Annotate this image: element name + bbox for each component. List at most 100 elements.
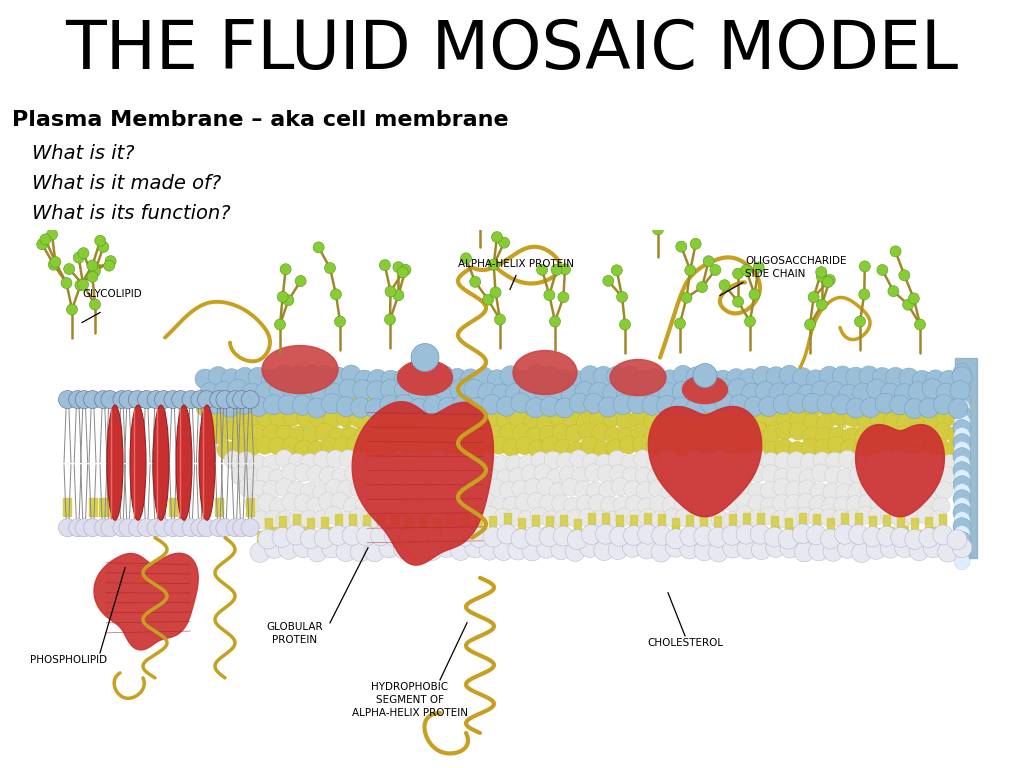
Bar <box>480 387 487 399</box>
Text: ALPHA-HELIX PROTEIN: ALPHA-HELIX PROTEIN <box>458 260 574 270</box>
Circle shape <box>48 259 59 270</box>
Circle shape <box>947 426 965 444</box>
Circle shape <box>658 382 678 402</box>
Bar <box>588 514 595 525</box>
Circle shape <box>308 441 326 458</box>
Circle shape <box>275 450 293 468</box>
Circle shape <box>497 524 517 544</box>
Circle shape <box>616 412 635 430</box>
Circle shape <box>300 529 321 549</box>
Circle shape <box>798 480 816 498</box>
Circle shape <box>846 367 865 387</box>
Bar <box>742 513 750 524</box>
Circle shape <box>699 510 717 528</box>
Circle shape <box>616 384 637 404</box>
Circle shape <box>723 494 741 511</box>
Circle shape <box>864 454 883 472</box>
Circle shape <box>232 391 251 409</box>
Circle shape <box>891 528 910 548</box>
Circle shape <box>631 424 649 442</box>
Bar <box>785 386 793 397</box>
Circle shape <box>579 422 597 441</box>
Circle shape <box>877 264 888 276</box>
Circle shape <box>939 394 957 412</box>
Bar <box>614 528 622 539</box>
Circle shape <box>684 440 702 458</box>
Circle shape <box>256 382 275 402</box>
Circle shape <box>393 539 414 559</box>
Bar <box>587 386 594 398</box>
Bar <box>414 389 421 400</box>
Circle shape <box>417 495 435 514</box>
Circle shape <box>577 413 595 431</box>
Circle shape <box>671 397 691 417</box>
Circle shape <box>421 369 440 389</box>
Bar <box>560 389 567 402</box>
Bar <box>234 399 242 411</box>
Circle shape <box>381 379 400 399</box>
Bar <box>930 527 937 538</box>
Circle shape <box>471 465 488 482</box>
Circle shape <box>621 455 639 472</box>
Bar <box>812 390 819 402</box>
Circle shape <box>78 279 89 290</box>
Circle shape <box>67 304 78 315</box>
Circle shape <box>101 518 119 537</box>
Circle shape <box>461 369 480 389</box>
Circle shape <box>331 289 341 300</box>
Circle shape <box>685 265 695 276</box>
Circle shape <box>663 509 681 527</box>
Circle shape <box>744 396 764 416</box>
Bar <box>605 417 612 429</box>
Circle shape <box>709 542 728 562</box>
Circle shape <box>421 465 438 483</box>
Circle shape <box>241 518 259 537</box>
Ellipse shape <box>262 346 338 393</box>
Circle shape <box>525 526 545 546</box>
Bar <box>290 403 297 415</box>
Circle shape <box>788 442 806 459</box>
Circle shape <box>257 494 275 511</box>
Text: What is its function?: What is its function? <box>32 204 230 223</box>
Circle shape <box>445 510 464 528</box>
Circle shape <box>269 380 290 400</box>
Circle shape <box>379 538 399 558</box>
Bar <box>839 386 846 398</box>
Circle shape <box>470 508 487 526</box>
Polygon shape <box>94 553 199 650</box>
Bar <box>88 498 96 516</box>
Circle shape <box>611 478 630 496</box>
Circle shape <box>606 440 625 458</box>
Circle shape <box>289 426 307 444</box>
Circle shape <box>790 422 807 440</box>
Circle shape <box>577 495 594 513</box>
Circle shape <box>550 409 568 427</box>
Circle shape <box>855 427 872 445</box>
Circle shape <box>816 266 826 277</box>
Circle shape <box>635 467 653 485</box>
Circle shape <box>837 468 855 486</box>
Circle shape <box>656 396 677 415</box>
Circle shape <box>634 450 651 468</box>
Circle shape <box>413 398 430 416</box>
Circle shape <box>230 438 248 455</box>
Circle shape <box>474 214 485 225</box>
Circle shape <box>234 394 254 414</box>
Bar <box>255 387 261 399</box>
Circle shape <box>919 441 936 459</box>
Circle shape <box>816 300 827 310</box>
Circle shape <box>886 396 903 414</box>
Circle shape <box>933 525 953 545</box>
Bar <box>282 385 288 397</box>
Circle shape <box>464 437 481 455</box>
Bar <box>386 415 393 427</box>
Circle shape <box>75 280 86 291</box>
Circle shape <box>137 518 156 537</box>
Circle shape <box>544 451 562 469</box>
Circle shape <box>954 455 970 472</box>
Circle shape <box>94 518 113 537</box>
Circle shape <box>530 507 548 525</box>
Circle shape <box>892 438 910 456</box>
Circle shape <box>540 396 560 416</box>
Bar <box>720 390 726 402</box>
